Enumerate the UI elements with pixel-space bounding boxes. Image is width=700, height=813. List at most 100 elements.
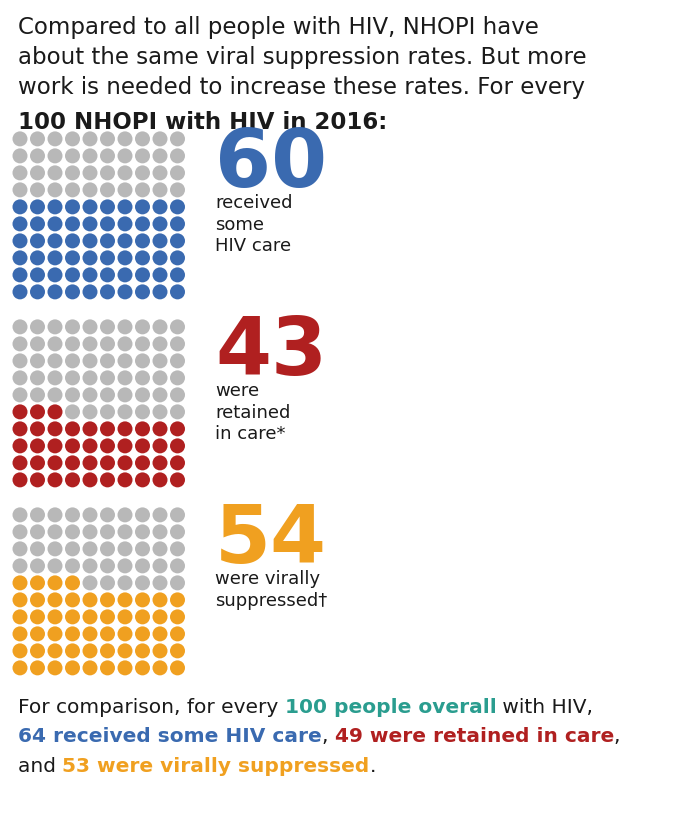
Circle shape	[170, 132, 185, 146]
Circle shape	[170, 421, 185, 437]
Circle shape	[135, 455, 150, 471]
Circle shape	[65, 455, 80, 471]
Circle shape	[83, 643, 97, 659]
Circle shape	[48, 524, 62, 539]
Circle shape	[153, 626, 167, 641]
Circle shape	[65, 216, 80, 232]
Circle shape	[48, 199, 62, 215]
Circle shape	[13, 199, 27, 215]
Circle shape	[13, 472, 27, 487]
Circle shape	[135, 507, 150, 523]
Circle shape	[153, 182, 167, 198]
Circle shape	[100, 404, 115, 420]
Circle shape	[153, 610, 167, 624]
Circle shape	[170, 541, 185, 556]
Circle shape	[48, 559, 62, 573]
Circle shape	[65, 610, 80, 624]
Circle shape	[170, 593, 185, 607]
Circle shape	[48, 438, 62, 454]
Circle shape	[83, 576, 97, 590]
Circle shape	[48, 387, 62, 402]
Circle shape	[30, 354, 45, 368]
Circle shape	[170, 610, 185, 624]
Circle shape	[118, 199, 132, 215]
Circle shape	[135, 132, 150, 146]
Circle shape	[83, 182, 97, 198]
Circle shape	[65, 507, 80, 523]
Circle shape	[30, 165, 45, 180]
Circle shape	[118, 660, 132, 676]
Circle shape	[153, 455, 167, 471]
Circle shape	[135, 610, 150, 624]
Circle shape	[83, 593, 97, 607]
Circle shape	[83, 165, 97, 180]
Circle shape	[48, 593, 62, 607]
Text: 53 were virally suppressed: 53 were virally suppressed	[62, 757, 370, 776]
Circle shape	[153, 524, 167, 539]
Circle shape	[65, 404, 80, 420]
Circle shape	[13, 660, 27, 676]
Circle shape	[65, 524, 80, 539]
Circle shape	[65, 643, 80, 659]
Text: For comparison, for every: For comparison, for every	[18, 698, 285, 717]
Circle shape	[83, 472, 97, 487]
Circle shape	[100, 610, 115, 624]
Circle shape	[118, 559, 132, 573]
Circle shape	[13, 559, 27, 573]
Circle shape	[13, 541, 27, 556]
Circle shape	[30, 541, 45, 556]
Circle shape	[48, 576, 62, 590]
Circle shape	[30, 337, 45, 351]
Circle shape	[13, 320, 27, 334]
Circle shape	[65, 559, 80, 573]
Circle shape	[118, 250, 132, 265]
Circle shape	[13, 182, 27, 198]
Circle shape	[65, 371, 80, 385]
Circle shape	[30, 559, 45, 573]
Circle shape	[100, 132, 115, 146]
Circle shape	[48, 507, 62, 523]
Circle shape	[65, 132, 80, 146]
Circle shape	[100, 233, 115, 249]
Circle shape	[83, 626, 97, 641]
Circle shape	[48, 660, 62, 676]
Circle shape	[65, 285, 80, 299]
Circle shape	[48, 337, 62, 351]
Circle shape	[153, 421, 167, 437]
Circle shape	[170, 507, 185, 523]
Circle shape	[118, 541, 132, 556]
Circle shape	[30, 371, 45, 385]
Circle shape	[13, 149, 27, 163]
Circle shape	[135, 233, 150, 249]
Circle shape	[170, 149, 185, 163]
Circle shape	[100, 320, 115, 334]
Circle shape	[135, 371, 150, 385]
Circle shape	[170, 404, 185, 420]
Circle shape	[100, 438, 115, 454]
Circle shape	[30, 507, 45, 523]
Circle shape	[153, 472, 167, 487]
Circle shape	[13, 404, 27, 420]
Circle shape	[65, 472, 80, 487]
Text: 100 people overall: 100 people overall	[285, 698, 496, 717]
Circle shape	[153, 285, 167, 299]
Circle shape	[118, 507, 132, 523]
Text: were: were	[215, 382, 259, 400]
Circle shape	[135, 626, 150, 641]
Circle shape	[48, 182, 62, 198]
Circle shape	[65, 233, 80, 249]
Text: Compared to all people with HIV, NHOPI have
about the same viral suppression rat: Compared to all people with HIV, NHOPI h…	[18, 16, 587, 98]
Circle shape	[65, 626, 80, 641]
Circle shape	[13, 371, 27, 385]
Circle shape	[13, 250, 27, 265]
Circle shape	[135, 524, 150, 539]
Circle shape	[153, 438, 167, 454]
Circle shape	[100, 626, 115, 641]
Circle shape	[135, 250, 150, 265]
Circle shape	[153, 660, 167, 676]
Circle shape	[30, 421, 45, 437]
Circle shape	[153, 267, 167, 282]
Circle shape	[13, 387, 27, 402]
Circle shape	[170, 320, 185, 334]
Circle shape	[118, 593, 132, 607]
